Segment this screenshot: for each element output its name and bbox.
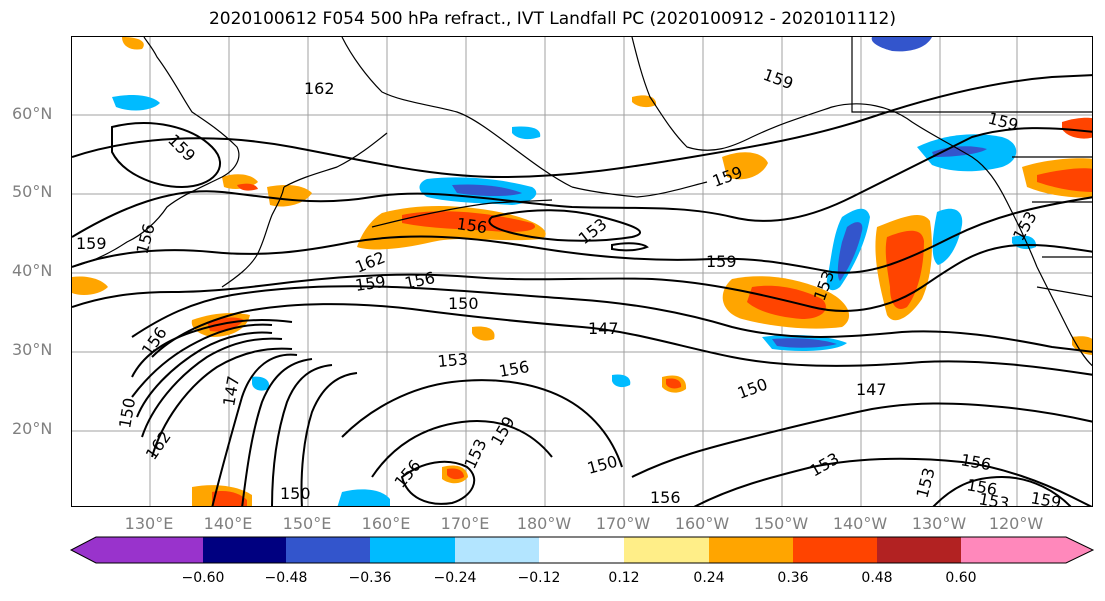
contour-label: 159: [76, 234, 107, 253]
contour-label: 150: [280, 484, 311, 503]
lon-tick-170w: 170°W: [595, 514, 651, 533]
lon-tick-150e: 150°E: [282, 514, 332, 533]
colorbar-tick-label: −0.12: [517, 570, 561, 586]
colorbar-tick-label: 0.12: [608, 570, 640, 586]
contour-label: 147: [856, 380, 887, 399]
height-contours: [72, 74, 1092, 506]
contour-label: 153: [977, 489, 1010, 507]
colorbar-segment: [71, 537, 203, 563]
colorbar-tick-label: −0.60: [181, 570, 225, 586]
contour-label: 162: [142, 427, 175, 463]
colorbar-segments: [71, 537, 1093, 563]
colorbar-segment: [203, 537, 286, 563]
contour-label: 150: [448, 294, 479, 313]
contour-label: 156: [138, 323, 171, 359]
shading-patches: [72, 37, 1092, 506]
contour-label: 159: [164, 130, 199, 165]
contour-label: 150: [585, 452, 619, 478]
lon-tick-120w: 120°W: [988, 514, 1044, 533]
gridlines: [72, 37, 1092, 506]
lon-tick-170e: 170°E: [440, 514, 490, 533]
contour-label: 156: [497, 357, 530, 381]
colorbar-tick-label: 0.36: [777, 570, 809, 586]
contour-label: 147: [588, 319, 619, 338]
contour-labels: 162 159 159 159 159 159 156 153 156 162 …: [76, 65, 1063, 507]
colorbar-tick-label: −0.48: [264, 570, 308, 586]
contour-label: 159: [706, 252, 737, 271]
contour-label: 156: [455, 214, 488, 237]
contour-label: 153: [913, 466, 939, 500]
colorbar-segment: [624, 537, 709, 563]
contour-label: 156: [391, 456, 425, 492]
lon-tick-130e: 130°E: [124, 514, 174, 533]
lat-tick-40n: 40°N: [12, 261, 53, 280]
contour-label: 162: [304, 79, 335, 98]
colorbar-tick-label: 0.24: [693, 570, 725, 586]
map-title: 2020100612 F054 500 hPa refract., IVT La…: [208, 9, 896, 29]
colorbar-tick-label: 0.60: [945, 570, 977, 586]
contour-label: 150: [735, 374, 770, 402]
lat-tick-50n: 50°N: [12, 182, 53, 201]
colorbar-segment: [877, 537, 961, 563]
lat-tick-60n: 60°N: [12, 104, 53, 123]
contour-label: 159: [354, 272, 387, 295]
lon-tick-140w: 140°W: [832, 514, 888, 533]
colorbar: [69, 536, 1095, 564]
lon-tick-160e: 160°E: [361, 514, 411, 533]
colorbar-segment: [455, 537, 539, 563]
contour-label: 153: [437, 349, 469, 371]
colorbar-tick-label: −0.36: [348, 570, 392, 586]
colorbar-segment: [370, 537, 455, 563]
lat-tick-30n: 30°N: [12, 340, 53, 359]
contour-label: 156: [959, 450, 992, 474]
contour-label: 153: [807, 449, 843, 481]
map-panel: 162 159 159 159 159 159 156 153 156 162 …: [71, 36, 1093, 507]
contour-label: 156: [650, 488, 681, 507]
contour-label: 150: [115, 396, 139, 429]
lon-tick-180w: 180°W: [516, 514, 572, 533]
colorbar-tick-label: 0.48: [861, 570, 893, 586]
colorbar-tick-label: −0.24: [433, 570, 477, 586]
map-canvas: 162 159 159 159 159 159 156 153 156 162 …: [72, 37, 1092, 507]
contour-label: 153: [575, 214, 611, 248]
contour-label: 159: [710, 162, 745, 190]
colorbar-segment: [709, 537, 793, 563]
contour-label: 153: [460, 436, 490, 472]
contour-label: 159: [761, 65, 796, 93]
lat-tick-20n: 20°N: [12, 419, 53, 438]
lon-tick-140e: 140°E: [203, 514, 253, 533]
colorbar-outline: [69, 536, 1095, 564]
lon-tick-150w: 150°W: [753, 514, 809, 533]
colorbar-segment: [961, 537, 1093, 563]
lon-tick-130w: 130°W: [911, 514, 967, 533]
lon-tick-160w: 160°W: [674, 514, 730, 533]
colorbar-segment: [539, 537, 624, 563]
colorbar-segment: [286, 537, 370, 563]
contour-label: 159: [1029, 488, 1062, 507]
colorbar-segment: [793, 537, 877, 563]
